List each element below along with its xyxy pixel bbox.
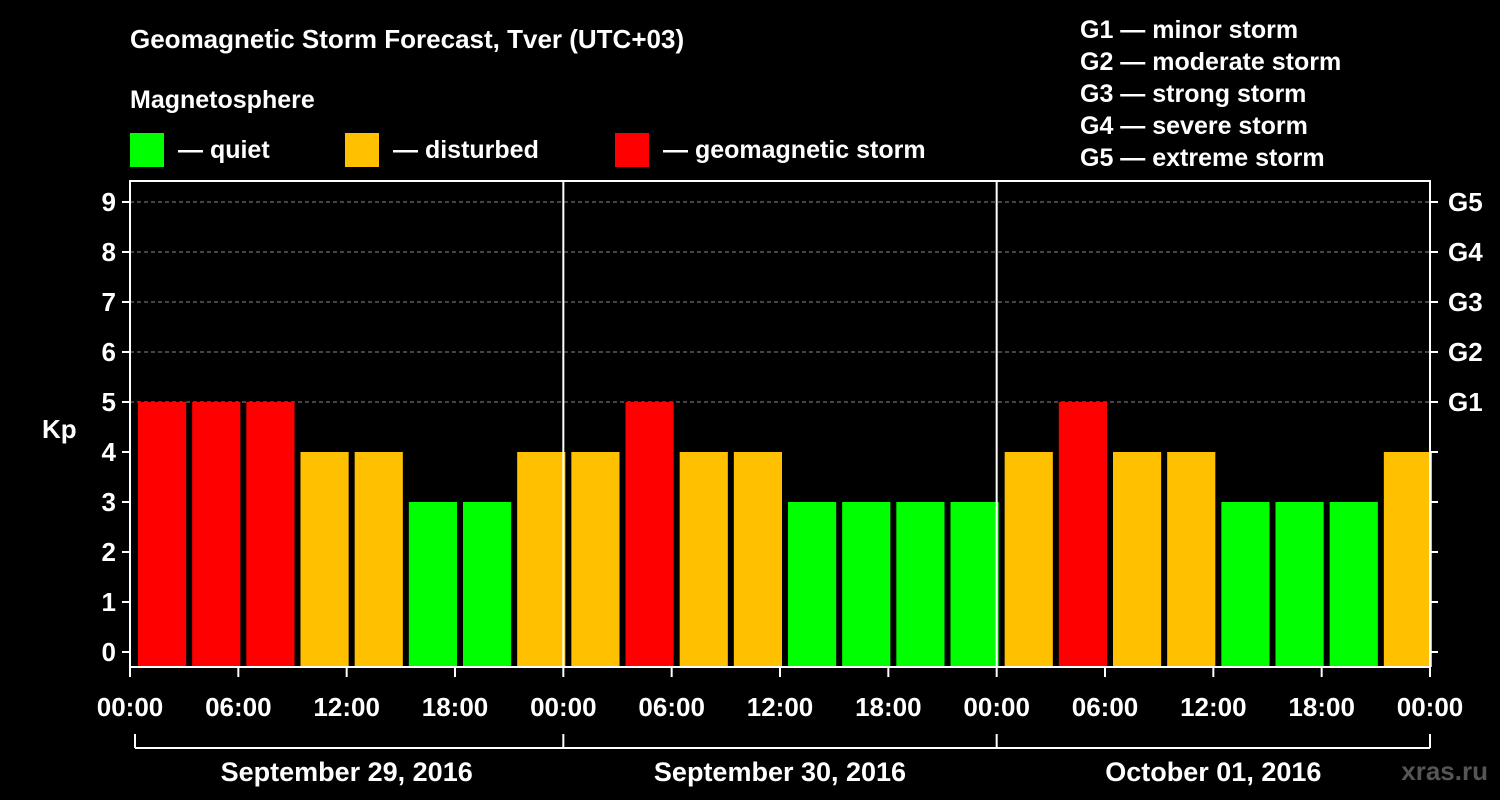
watermark: xras.ru (1401, 756, 1488, 786)
g-axis-label: G5 (1448, 187, 1483, 217)
legend-storm-label: — geomagnetic storm (663, 135, 926, 164)
kp-bar (354, 452, 403, 667)
kp-bar (192, 402, 241, 667)
y-tick-label: 5 (102, 387, 116, 417)
x-tick-label: 18:00 (1288, 692, 1355, 722)
kp-bar (1221, 502, 1270, 667)
x-tick-label: 12:00 (313, 692, 380, 722)
quiet-swatch (130, 133, 164, 167)
g-scale-legend: G1 — minor storm G2 — moderate storm G3 … (1080, 14, 1341, 174)
y-tick-label: 8 (102, 237, 116, 267)
y-tick-label: 0 (102, 637, 116, 667)
kp-bar (300, 452, 349, 667)
g-scale-entry: G4 — severe storm (1080, 112, 1308, 140)
x-tick-label: 00:00 (530, 692, 597, 722)
legend-quiet-label: — quiet (178, 135, 270, 164)
y-tick-label: 2 (102, 537, 116, 567)
y-tick-label: 9 (102, 187, 116, 217)
legend-quiet: — quiet (130, 133, 270, 167)
g-scale-entry: G3 — strong storm (1080, 80, 1307, 108)
kp-bar (733, 452, 782, 667)
magnetosphere-label: Magnetosphere (130, 86, 315, 114)
kp-bar (625, 402, 674, 667)
kp-bar (788, 502, 837, 667)
kp-bar (138, 402, 187, 667)
x-tick-label: 06:00 (1072, 692, 1139, 722)
kp-bar (1004, 452, 1053, 667)
kp-bar (679, 452, 728, 667)
x-tick-label: 18:00 (422, 692, 489, 722)
kp-bar (1167, 452, 1216, 667)
y-tick-label: 4 (102, 437, 117, 467)
g-axis-label: G3 (1448, 287, 1483, 317)
storm-swatch (615, 133, 649, 167)
kp-bar (950, 502, 999, 667)
kp-bar (246, 402, 295, 667)
kp-bar (1113, 452, 1162, 667)
kp-bar (408, 502, 457, 667)
kp-bar (896, 502, 945, 667)
y-tick-label: 3 (102, 487, 116, 517)
x-tick-label: 12:00 (747, 692, 814, 722)
kp-bar (1275, 502, 1324, 667)
day-label: September 30, 2016 (654, 757, 906, 787)
x-tick-label: 00:00 (963, 692, 1030, 722)
y-tick-label: 7 (102, 287, 116, 317)
g-axis-label: G2 (1448, 337, 1483, 367)
x-tick-label: 00:00 (1397, 692, 1464, 722)
x-tick-label: 18:00 (855, 692, 922, 722)
day-label: October 01, 2016 (1105, 757, 1321, 787)
kp-bar (517, 452, 566, 667)
y-tick-label: 1 (102, 587, 116, 617)
g-scale-entry: G2 — moderate storm (1080, 48, 1342, 76)
g-scale-entry: G1 — minor storm (1080, 16, 1299, 44)
legend-storm: — geomagnetic storm (615, 133, 926, 167)
y-axis-label: Kp (42, 414, 77, 444)
x-tick-label: 12:00 (1180, 692, 1247, 722)
x-tick-label: 00:00 (97, 692, 164, 722)
kp-bar (463, 502, 512, 667)
g-axis-label: G1 (1448, 387, 1483, 417)
x-tick-label: 06:00 (638, 692, 705, 722)
kp-bar (842, 502, 891, 667)
kp-bar (1383, 452, 1432, 667)
kp-bar (1329, 502, 1378, 667)
x-tick-label: 06:00 (205, 692, 272, 722)
legend-disturbed: — disturbed (345, 133, 539, 167)
chart-title: Geomagnetic Storm Forecast, Tver (UTC+03… (130, 24, 685, 54)
day-label: September 29, 2016 (221, 757, 473, 787)
y-tick-label: 6 (102, 337, 116, 367)
legend-disturbed-label: — disturbed (393, 135, 539, 164)
g-scale-entry: G5 — extreme storm (1080, 144, 1325, 172)
kp-bar (571, 452, 620, 667)
g-axis-label: G4 (1448, 237, 1483, 267)
disturbed-swatch (345, 133, 379, 167)
kp-bar (1058, 402, 1107, 667)
